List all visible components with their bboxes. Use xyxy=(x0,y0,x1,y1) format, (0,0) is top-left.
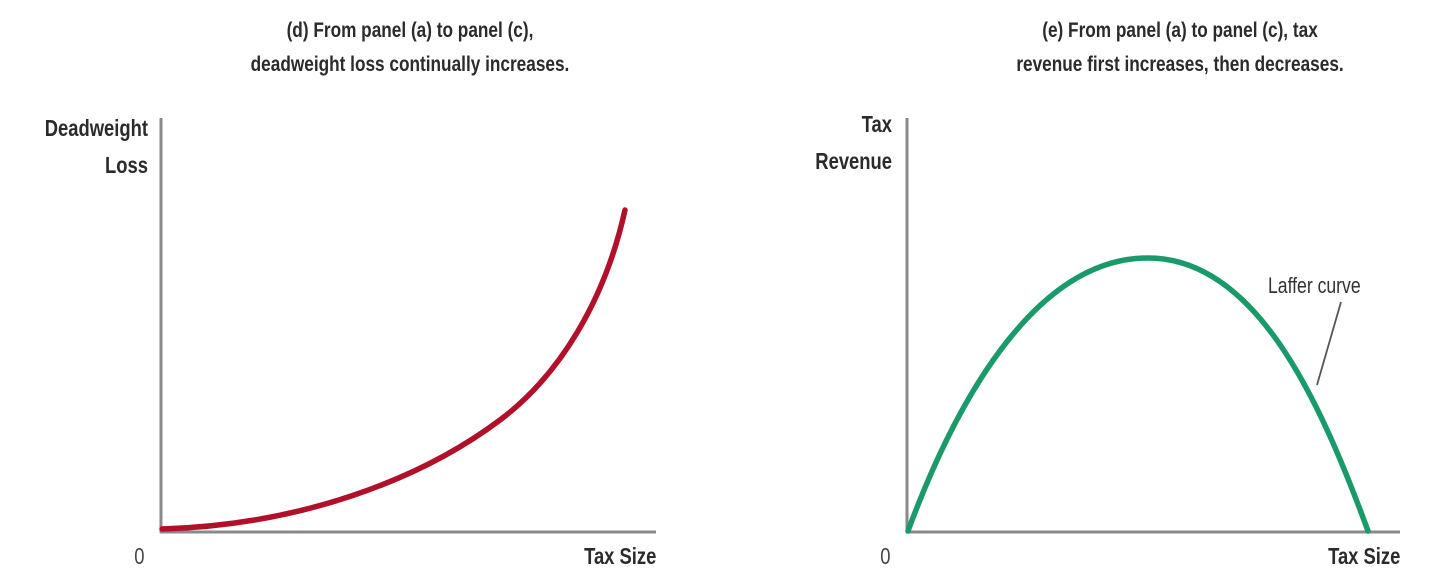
panel-d-title-line2: deadweight loss continually increases. xyxy=(250,53,570,76)
laffer-curve-annotation: Laffer curve xyxy=(1268,273,1361,298)
panel-d-origin-label: 0 xyxy=(134,543,145,569)
deadweight-loss-curve xyxy=(159,207,628,532)
panel-e-y-axis-label: Tax Revenue xyxy=(770,106,892,180)
panel-e-title-line2: revenue first increases, then decreases. xyxy=(1016,53,1344,76)
panel-d-title: (d) From panel (a) to panel (c), deadwei… xyxy=(180,14,639,82)
panel-d-y-axis-label-line1: Deadweight xyxy=(44,115,148,141)
panel-d-y-axis-label-line2: Loss xyxy=(105,152,148,178)
panel-d-title-line1: (d) From panel (a) to panel (c), xyxy=(286,19,534,42)
panel-d-x-axis-label: Tax Size xyxy=(583,543,656,569)
panel-e-x-axis-label: Tax Size xyxy=(1327,543,1400,569)
panel-e-y-axis-label-line2: Revenue xyxy=(815,148,892,174)
panel-e-y-axis-label-line1: Tax xyxy=(861,111,892,137)
laffer-curve xyxy=(905,255,1371,534)
panel-e-title-line1: (e) From panel (a) to panel (c), tax xyxy=(1042,19,1318,42)
panel-e-origin-label: 0 xyxy=(880,543,891,569)
panel-d-y-axis-label: Deadweight Loss xyxy=(30,110,148,184)
laffer-annotation-leader xyxy=(1316,301,1342,386)
panel-e-title: (e) From panel (a) to panel (c), tax rev… xyxy=(934,14,1426,82)
